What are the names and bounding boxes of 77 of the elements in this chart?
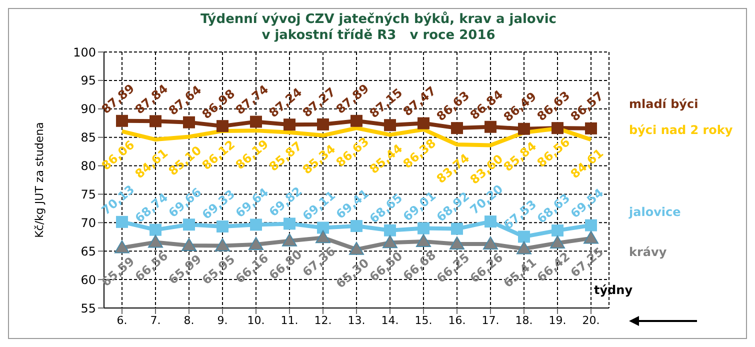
y-tick-label: 80: [80, 159, 96, 174]
x-tick-label: 10.: [247, 314, 265, 327]
x-tick-label: 18.: [515, 314, 533, 327]
x-tick-label: 16.: [448, 314, 466, 327]
point: [585, 122, 597, 134]
x-axis-title: týdny: [594, 283, 633, 297]
y-axis-title: Kč/kg JUT za studena: [32, 122, 46, 238]
point: [483, 236, 498, 250]
point: [451, 122, 463, 134]
point: [350, 114, 362, 127]
point: [317, 118, 329, 130]
point: [350, 220, 362, 232]
x-tick-label: 11.: [280, 314, 298, 327]
x-tick-label: 17.: [482, 314, 500, 327]
point: [450, 236, 464, 250]
x-tick-label: 7.: [150, 314, 161, 327]
point: [216, 220, 228, 232]
y-tick-label: 55: [80, 301, 96, 316]
point: [116, 114, 128, 127]
point: [284, 118, 296, 131]
point: [584, 230, 598, 244]
point: [317, 222, 329, 234]
point: [418, 117, 430, 130]
point: [150, 115, 162, 128]
x-tick-label: 9.: [217, 314, 228, 327]
y-tick-label: 70: [80, 216, 96, 230]
x-tick-label: 20.: [582, 314, 600, 327]
point: [416, 234, 431, 248]
point: [215, 238, 230, 252]
x-tick-label: 13.: [348, 314, 366, 327]
point: [552, 122, 564, 134]
x-tick-label: 6.: [116, 314, 128, 327]
y-tick-label: 90: [80, 102, 96, 116]
x-tick-label: 14.: [381, 314, 399, 327]
chart-title: Týdenní vývoj CZV jatečných býků, krav a jalovic v jakostní třídě R3 v roce 2016: [199, 12, 558, 44]
point: [183, 116, 195, 128]
point: [585, 219, 597, 232]
point: [418, 222, 430, 234]
point: [550, 236, 565, 249]
point: [114, 240, 130, 254]
y-tick-label: 95: [80, 74, 96, 88]
text: jalovice: [629, 205, 681, 219]
point: [518, 230, 530, 243]
y-tick-label: 85: [80, 130, 96, 145]
point: [183, 218, 195, 231]
y-tick-label: 60: [80, 272, 96, 287]
point: [552, 224, 564, 236]
text: býci nad 2 roky: [629, 123, 733, 137]
x-tick-label: 15.: [414, 314, 432, 327]
point: [516, 241, 532, 254]
point: [316, 230, 330, 244]
point: [518, 122, 530, 135]
point: [384, 224, 396, 236]
point: [216, 120, 228, 132]
point: [182, 238, 196, 251]
point: [451, 222, 463, 235]
point: [349, 242, 364, 255]
point: [148, 234, 163, 248]
x-tick-label: 12.: [314, 314, 332, 327]
point: [284, 218, 296, 230]
point: [248, 237, 264, 250]
text: mladí býci: [629, 97, 698, 111]
point: [250, 218, 262, 231]
y-tick-label: 65: [80, 244, 96, 258]
y-tick-label: 100: [73, 45, 96, 60]
point: [282, 233, 297, 246]
point: [384, 119, 396, 132]
point: [150, 224, 162, 236]
point: [250, 116, 262, 128]
x-tick-label: 8.: [184, 314, 194, 327]
point: [382, 235, 398, 248]
point: [484, 216, 496, 228]
x-tick-label: 19.: [548, 314, 566, 327]
point: [116, 216, 128, 228]
text: krávy: [629, 245, 667, 259]
y-tick-label: 75: [80, 187, 96, 202]
point: [484, 120, 496, 133]
